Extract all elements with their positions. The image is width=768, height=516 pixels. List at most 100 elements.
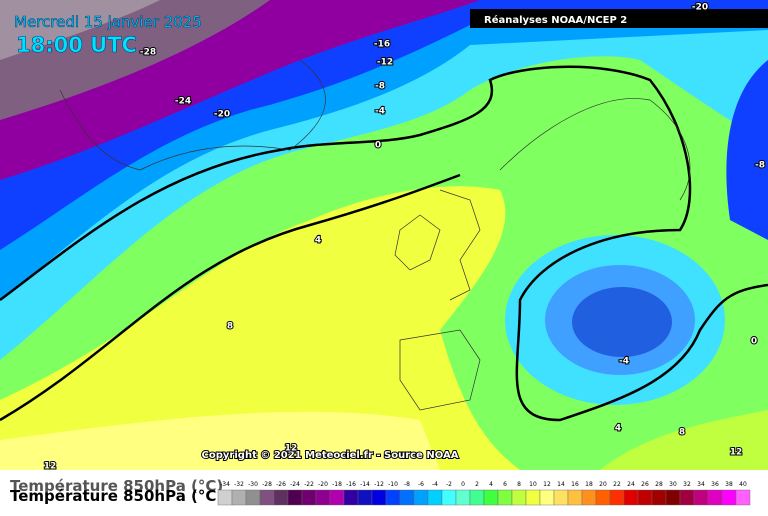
color-tick-label: 20 <box>599 481 607 488</box>
color-cell <box>231 489 247 506</box>
color-cell <box>693 489 709 506</box>
contour-label: 4 <box>615 424 621 434</box>
color-cell <box>581 489 597 506</box>
color-tick-label: -4 <box>432 481 438 488</box>
map-background <box>738 290 768 390</box>
date-label: Mercredi 15 janvier 2025 <box>14 13 202 31</box>
color-cell <box>623 489 639 506</box>
color-tick-label: -18 <box>332 481 342 488</box>
source-label: Réanalyses NOAA/NCEP 2 <box>484 14 627 26</box>
color-cell <box>679 489 695 506</box>
color-cell <box>707 489 723 506</box>
color-cell <box>525 489 541 506</box>
color-tick-label: 24 <box>627 481 635 488</box>
cold-zone <box>726 60 768 240</box>
contour-label: -28 <box>140 48 156 58</box>
contour-label: 12 <box>730 448 743 458</box>
color-cell <box>441 489 457 506</box>
color-tick-label: -32 <box>234 481 244 488</box>
very-cold-zone <box>0 0 160 60</box>
contour-label: -4 <box>619 357 629 367</box>
color-cell <box>539 489 555 506</box>
color-tick-label: 14 <box>557 481 565 488</box>
color-cell <box>651 489 667 506</box>
color-cell <box>609 489 625 506</box>
cold-blob <box>572 287 672 357</box>
color-tick-label: -8 <box>404 481 410 488</box>
contour-label: 8 <box>227 322 233 332</box>
header-bar <box>470 9 768 28</box>
color-tick-label: 40 <box>739 481 747 488</box>
contour-label: 8 <box>679 428 685 438</box>
time-label: 18:00 UTC <box>16 33 137 57</box>
color-tick-label: -6 <box>418 481 424 488</box>
coastlines <box>59 59 691 411</box>
color-cell <box>315 489 331 506</box>
color-cell <box>497 489 513 506</box>
color-tick-label: -28 <box>262 481 272 488</box>
color-tick-label: -12 <box>374 481 384 488</box>
contour-label: -20 <box>214 110 230 120</box>
color-cell <box>721 489 737 506</box>
legend-title-shadow: Température 850hPa (°C) <box>10 477 223 495</box>
color-tick-label: -26 <box>276 481 286 488</box>
color-cell <box>385 489 401 506</box>
color-tick-label: 6 <box>503 481 507 488</box>
color-tick-label: -2 <box>446 481 452 488</box>
color-cell <box>637 489 653 506</box>
color-tick-label: 2 <box>475 481 479 488</box>
color-cell <box>357 489 373 506</box>
color-tick-label: 34 <box>697 481 705 488</box>
color-tick-label: 16 <box>571 481 579 488</box>
color-cell <box>427 489 443 506</box>
color-tick-label: -10 <box>388 481 398 488</box>
color-cell <box>273 489 289 506</box>
color-tick-label: 12 <box>543 481 551 488</box>
color-tick-label: 22 <box>613 481 621 488</box>
color-cell <box>511 489 527 506</box>
color-tick-label: 8 <box>517 481 521 488</box>
color-tick-label: 30 <box>669 481 677 488</box>
color-cell <box>469 489 485 506</box>
contour-lines <box>0 65 768 422</box>
color-tick-label: -16 <box>346 481 356 488</box>
contour-label: 4 <box>315 236 321 246</box>
color-tick-label: 0 <box>461 481 465 488</box>
color-tick-label: 28 <box>655 481 663 488</box>
color-cell <box>371 489 387 506</box>
contour-label: -4 <box>375 107 385 117</box>
contour-label: -12 <box>377 58 393 68</box>
contour-label: 0 <box>751 337 757 347</box>
color-tick-label: 4 <box>489 481 493 488</box>
color-cell <box>595 489 611 506</box>
warm-zone <box>600 410 768 470</box>
color-cell <box>455 489 471 506</box>
color-cell <box>483 489 499 506</box>
contour-label: -24 <box>175 97 191 107</box>
color-cell <box>735 489 751 506</box>
warm-zone <box>0 411 440 470</box>
color-tick-label: 26 <box>641 481 649 488</box>
color-tick-label: -22 <box>304 481 314 488</box>
color-cell <box>301 489 317 506</box>
contour-label: -20 <box>692 3 708 13</box>
contour-label: 12 <box>44 462 57 472</box>
color-tick-label: -34 <box>220 481 230 488</box>
copyright: Copyright © 2021 Meteociel.fr - Source N… <box>202 450 459 461</box>
color-cell <box>413 489 429 506</box>
color-cell <box>343 489 359 506</box>
color-cell <box>287 489 303 506</box>
contour-label: -16 <box>374 40 390 50</box>
contour-label: 12 <box>285 444 298 454</box>
warm-zone <box>0 186 520 470</box>
legend-title: Température 850hPa (°C) <box>10 487 223 505</box>
color-cell <box>399 489 415 506</box>
contour-label: 0 <box>375 141 381 151</box>
color-cell <box>329 489 345 506</box>
color-tick-label: 10 <box>529 481 537 488</box>
color-cell <box>245 489 261 506</box>
color-cell <box>217 489 233 506</box>
color-tick-label: 32 <box>683 481 691 488</box>
color-cell <box>665 489 681 506</box>
